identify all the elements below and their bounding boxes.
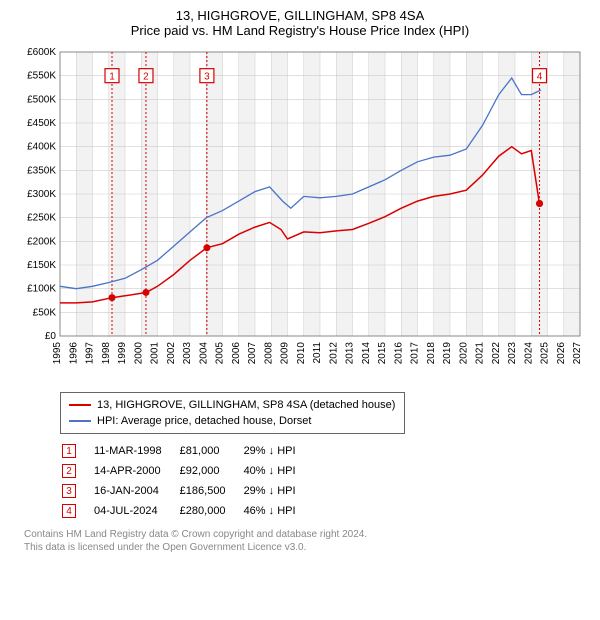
svg-text:£300K: £300K bbox=[27, 189, 56, 200]
svg-text:2020: 2020 bbox=[458, 342, 469, 365]
svg-text:3: 3 bbox=[204, 71, 210, 82]
legend-label: HPI: Average price, detached house, Dors… bbox=[97, 415, 311, 427]
svg-text:2001: 2001 bbox=[150, 342, 161, 365]
event-row: 1 11-MAR-1998£81,00029% ↓ HPI bbox=[62, 442, 312, 460]
svg-text:2022: 2022 bbox=[491, 342, 502, 365]
event-number-box: 1 bbox=[62, 444, 76, 458]
chart-svg: £0 £50K £100K £150K £200K £250K £300K £350K £400… bbox=[12, 44, 588, 384]
svg-text:2000: 2000 bbox=[133, 342, 144, 365]
svg-text:2015: 2015 bbox=[377, 342, 388, 365]
chart-subtitle: Price paid vs. HM Land Registry's House … bbox=[12, 23, 588, 38]
svg-text:2018: 2018 bbox=[426, 342, 437, 365]
svg-text:2027: 2027 bbox=[572, 342, 583, 365]
svg-text:2004: 2004 bbox=[198, 342, 209, 365]
legend-swatch bbox=[69, 404, 91, 406]
chart-area: £0 £50K £100K £150K £200K £250K £300K £350K £400… bbox=[12, 44, 588, 384]
svg-text:2002: 2002 bbox=[166, 342, 177, 365]
svg-text:2: 2 bbox=[143, 71, 149, 82]
svg-text:£550K: £550K bbox=[27, 71, 56, 82]
svg-text:1997: 1997 bbox=[85, 342, 96, 365]
svg-text:£450K: £450K bbox=[27, 118, 56, 129]
event-date: 16-JAN-2004 bbox=[94, 482, 178, 500]
svg-text:£600K: £600K bbox=[27, 47, 56, 58]
legend-item: HPI: Average price, detached house, Dors… bbox=[69, 413, 396, 429]
event-price: £92,000 bbox=[180, 462, 242, 480]
svg-text:2008: 2008 bbox=[263, 342, 274, 365]
svg-text:2009: 2009 bbox=[280, 342, 291, 365]
svg-text:2010: 2010 bbox=[296, 342, 307, 365]
event-date: 11-MAR-1998 bbox=[94, 442, 178, 460]
svg-text:2011: 2011 bbox=[312, 342, 323, 364]
svg-text:2024: 2024 bbox=[523, 342, 534, 365]
footer-line1: Contains HM Land Registry data © Crown c… bbox=[24, 528, 588, 541]
svg-text:2023: 2023 bbox=[507, 342, 518, 365]
event-price: £186,500 bbox=[180, 482, 242, 500]
event-row: 3 16-JAN-2004£186,50029% ↓ HPI bbox=[62, 482, 312, 500]
legend: 13, HIGHGROVE, GILLINGHAM, SP8 4SA (deta… bbox=[60, 392, 405, 434]
event-delta: 29% ↓ HPI bbox=[244, 442, 312, 460]
svg-text:2012: 2012 bbox=[328, 342, 339, 365]
svg-text:2014: 2014 bbox=[361, 342, 372, 365]
footer-line2: This data is licensed under the Open Gov… bbox=[24, 541, 588, 554]
svg-text:£400K: £400K bbox=[27, 142, 56, 153]
event-number-box: 2 bbox=[62, 464, 76, 478]
svg-text:2006: 2006 bbox=[231, 342, 242, 365]
svg-text:1995: 1995 bbox=[52, 342, 63, 365]
svg-text:£350K: £350K bbox=[27, 165, 56, 176]
svg-text:£500K: £500K bbox=[27, 94, 56, 105]
svg-text:2016: 2016 bbox=[393, 342, 404, 365]
event-delta: 29% ↓ HPI bbox=[244, 482, 312, 500]
svg-text:2003: 2003 bbox=[182, 342, 193, 365]
event-date: 14-APR-2000 bbox=[94, 462, 178, 480]
legend-swatch bbox=[69, 420, 91, 422]
event-date: 04-JUL-2024 bbox=[94, 502, 178, 520]
event-number-box: 4 bbox=[62, 504, 76, 518]
svg-text:2005: 2005 bbox=[215, 342, 226, 365]
chart-container: 13, HIGHGROVE, GILLINGHAM, SP8 4SA Price… bbox=[0, 0, 600, 562]
chart-title: 13, HIGHGROVE, GILLINGHAM, SP8 4SA bbox=[12, 8, 588, 23]
svg-text:£150K: £150K bbox=[27, 260, 56, 271]
legend-item: 13, HIGHGROVE, GILLINGHAM, SP8 4SA (deta… bbox=[69, 397, 396, 413]
event-row: 2 14-APR-2000£92,00040% ↓ HPI bbox=[62, 462, 312, 480]
legend-label: 13, HIGHGROVE, GILLINGHAM, SP8 4SA (deta… bbox=[97, 399, 395, 411]
svg-text:2021: 2021 bbox=[475, 342, 486, 365]
svg-text:1996: 1996 bbox=[68, 342, 79, 365]
svg-text:1998: 1998 bbox=[101, 342, 112, 365]
svg-text:2026: 2026 bbox=[556, 342, 567, 365]
svg-text:1999: 1999 bbox=[117, 342, 128, 365]
svg-text:£100K: £100K bbox=[27, 284, 56, 295]
event-price: £280,000 bbox=[180, 502, 242, 520]
svg-text:£50K: £50K bbox=[33, 307, 57, 318]
svg-text:1: 1 bbox=[109, 71, 115, 82]
event-delta: 40% ↓ HPI bbox=[244, 462, 312, 480]
svg-text:2017: 2017 bbox=[410, 342, 421, 365]
svg-text:4: 4 bbox=[537, 71, 543, 82]
svg-text:2019: 2019 bbox=[442, 342, 453, 365]
svg-text:£250K: £250K bbox=[27, 213, 56, 224]
events-table: 111-MAR-1998£81,00029% ↓ HPI214-APR-2000… bbox=[60, 440, 314, 522]
svg-text:2025: 2025 bbox=[540, 342, 551, 365]
event-price: £81,000 bbox=[180, 442, 242, 460]
svg-text:£0: £0 bbox=[45, 331, 57, 342]
event-row: 4 04-JUL-2024£280,00046% ↓ HPI bbox=[62, 502, 312, 520]
footer: Contains HM Land Registry data © Crown c… bbox=[24, 528, 588, 554]
event-delta: 46% ↓ HPI bbox=[244, 502, 312, 520]
svg-text:2013: 2013 bbox=[345, 342, 356, 365]
svg-text:£200K: £200K bbox=[27, 236, 56, 247]
svg-text:2007: 2007 bbox=[247, 342, 258, 365]
event-number-box: 3 bbox=[62, 484, 76, 498]
